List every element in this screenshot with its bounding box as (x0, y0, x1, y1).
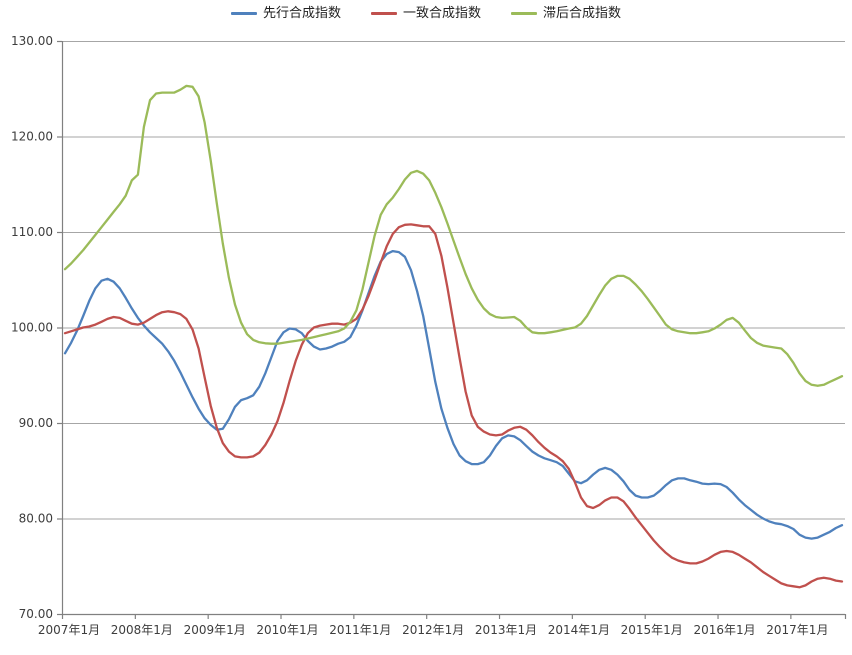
legend-label-leading: 先行合成指数 (262, 6, 341, 21)
x-tick-label: 2012年1月 (402, 623, 464, 637)
x-tick-label: 2016年1月 (693, 623, 755, 637)
x-tick-label: 2008年1月 (111, 623, 173, 637)
series-line-lagging (63, 84, 844, 387)
y-tick-label: 80.00 (19, 512, 53, 526)
y-tick-label: 90.00 (19, 416, 53, 430)
legend-item-lagging: 滞后合成指数 (511, 7, 621, 20)
y-tick-label: 110.00 (11, 225, 53, 239)
series-line-leading (63, 249, 844, 540)
x-tick-label: 2007年1月 (38, 623, 100, 637)
x-tick-label: 2010年1月 (256, 623, 318, 637)
legend-label-coincident: 一致合成指数 (402, 6, 481, 21)
x-tick-label: 2009年1月 (184, 623, 246, 637)
x-tick-label: 2017年1月 (766, 623, 828, 637)
legend-line-swatch-coincident (370, 12, 397, 15)
legend-line-swatch-lagging (511, 12, 537, 15)
y-tick-label: 70.00 (19, 607, 53, 621)
chart-legend: 先行合成指数 一致合成指数 滞后合成指数 (0, 7, 852, 20)
y-tick-label: 100.00 (11, 321, 53, 335)
y-tick-label: 120.00 (11, 130, 53, 144)
x-tick-label: 2015年1月 (621, 623, 683, 637)
legend-item-leading: 先行合成指数 (230, 6, 341, 21)
legend-item-coincident: 一致合成指数 (370, 6, 481, 21)
x-tick-label: 2014年1月 (548, 623, 610, 637)
legend-label-lagging: 滞后合成指数 (543, 6, 622, 21)
x-tick-label: 2011年1月 (329, 623, 391, 637)
y-tick-label: 130.00 (11, 34, 53, 48)
series-line-coincident (63, 223, 844, 589)
legend-line-swatch-leading (230, 12, 257, 15)
x-tick-label: 2013年1月 (475, 623, 537, 637)
